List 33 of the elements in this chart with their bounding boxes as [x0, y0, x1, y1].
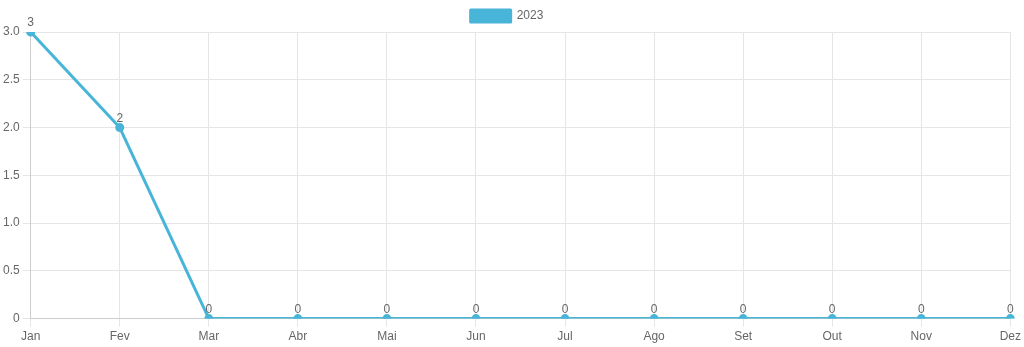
data-label: 0 [472, 301, 480, 316]
x-tick-label: Set [734, 329, 753, 344]
data-label: 0 [917, 301, 925, 316]
x-tick-label: Ago [643, 329, 666, 344]
y-tick-label: 0 [12, 310, 20, 325]
x-tick-label: Jan [21, 329, 41, 344]
y-tick-label: 3.0 [2, 24, 20, 39]
x-tick-label: Jun [466, 329, 486, 344]
data-label: 0 [650, 301, 658, 316]
data-label: 0 [1006, 301, 1014, 316]
x-tick-label: Fev [109, 329, 130, 344]
data-label: 0 [828, 301, 836, 316]
data-label: 0 [561, 301, 569, 316]
x-tick-label: Mar [198, 329, 220, 344]
data-label: 2 [116, 110, 124, 125]
data-label: 0 [383, 301, 391, 316]
y-tick-label: 0.5 [2, 263, 20, 278]
y-tick-label: 1.5 [2, 167, 20, 182]
y-tick-label: 1.0 [2, 215, 20, 230]
y-tick-label: 2.5 [2, 72, 20, 87]
x-tick-label: Abr [288, 329, 308, 344]
x-tick-label: Mai [377, 329, 397, 344]
legend-label: 2023 [516, 8, 544, 23]
x-tick-label: Out [822, 329, 843, 344]
x-tick-label: Jul [557, 329, 573, 344]
point [115, 123, 125, 133]
x-tick-label: Nov [910, 329, 932, 344]
y-tick-label: 2.0 [2, 119, 20, 134]
x-tick-label: Dez [999, 329, 1021, 344]
data-label: 0 [294, 301, 302, 316]
data-label: 0 [205, 301, 213, 316]
data-label: 3 [27, 15, 35, 30]
data-label: 0 [739, 301, 747, 316]
